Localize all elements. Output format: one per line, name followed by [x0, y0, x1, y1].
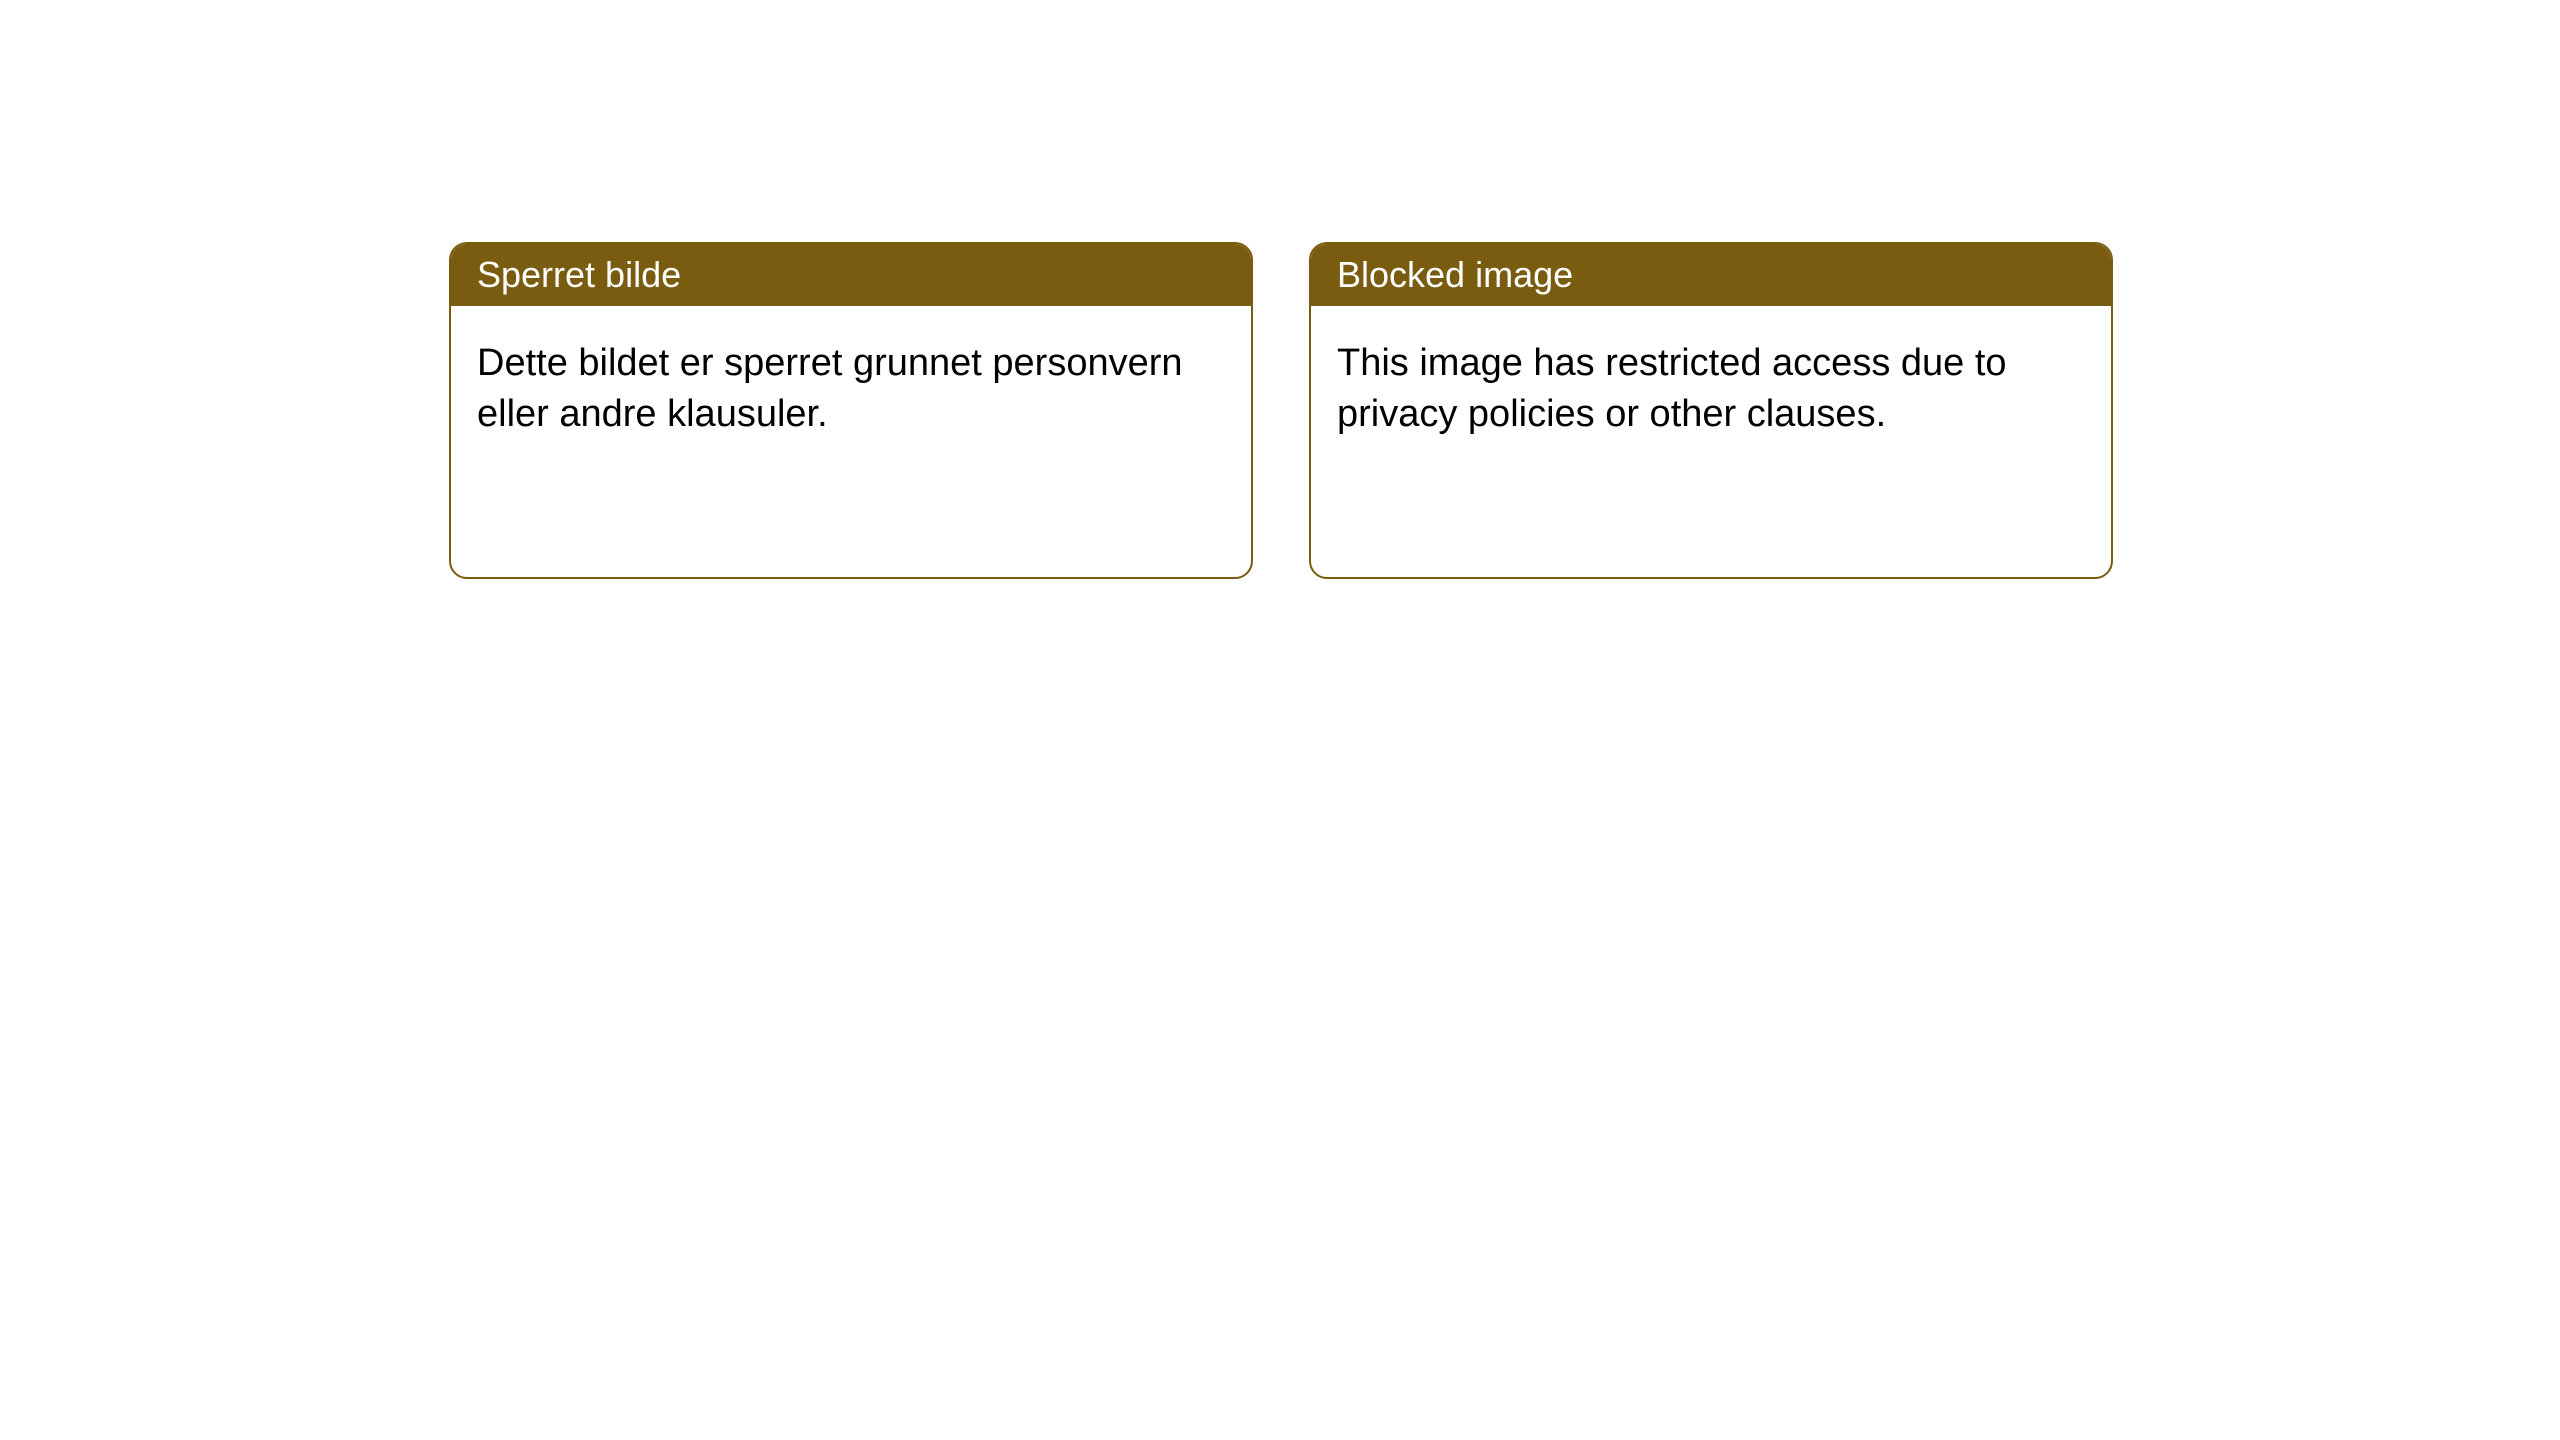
panels-container: Sperret bilde Dette bildet er sperret gr… [449, 242, 2113, 579]
panel-title: Blocked image [1311, 244, 2111, 306]
panel-norwegian: Sperret bilde Dette bildet er sperret gr… [449, 242, 1253, 579]
panel-body-text: This image has restricted access due to … [1311, 306, 2111, 473]
panel-body-text: Dette bildet er sperret grunnet personve… [451, 306, 1251, 473]
panel-english: Blocked image This image has restricted … [1309, 242, 2113, 579]
panel-title: Sperret bilde [451, 244, 1251, 306]
